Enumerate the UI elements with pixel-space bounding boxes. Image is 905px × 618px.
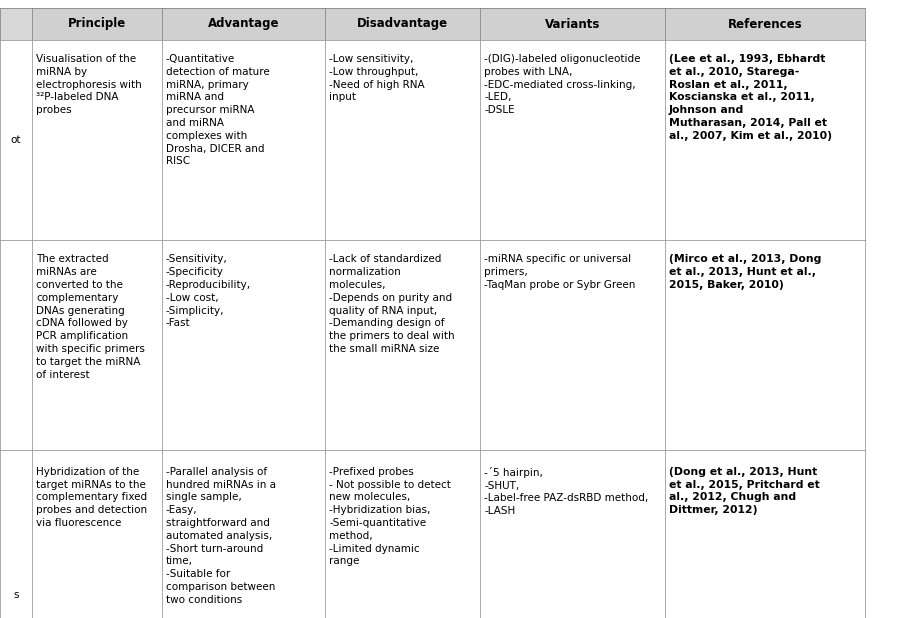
- Text: Visualisation of the
miRNA by
electrophoresis with
³²P-labeled DNA
probes: Visualisation of the miRNA by electropho…: [36, 54, 142, 115]
- Text: -(DIG)-labeled oligonucleotide
probes with LNA,
-EDC-mediated cross-linking,
-LE: -(DIG)-labeled oligonucleotide probes wi…: [484, 54, 641, 115]
- Text: -miRNA specific or universal
primers,
-TaqMan probe or Sybr Green: -miRNA specific or universal primers, -T…: [484, 254, 635, 290]
- Text: -Sensitivity,
-Specificity
-Reproducibility,
-Low cost,
-Simplicity,
-Fast: -Sensitivity, -Specificity -Reproducibil…: [166, 254, 251, 328]
- Text: Hybridization of the
target miRNAs to the
complementary fixed
probes and detecti: Hybridization of the target miRNAs to th…: [36, 467, 148, 528]
- Text: Variants: Variants: [545, 17, 600, 30]
- Text: (Mirco et al., 2013, Dong
et al., 2013, Hunt et al.,
2015, Baker, 2010): (Mirco et al., 2013, Dong et al., 2013, …: [669, 254, 822, 290]
- Text: Principle: Principle: [68, 17, 126, 30]
- Text: Advantage: Advantage: [208, 17, 280, 30]
- Text: -Lack of standardized
normalization
molecules,
-Depends on purity and
quality of: -Lack of standardized normalization mole…: [329, 254, 454, 354]
- Text: -Low sensitivity,
-Low throughput,
-Need of high RNA
input: -Low sensitivity, -Low throughput, -Need…: [329, 54, 424, 103]
- Text: s: s: [14, 590, 19, 600]
- Text: Disadvantage: Disadvantage: [357, 17, 448, 30]
- Text: ot: ot: [11, 135, 21, 145]
- Text: -´5 hairpin,
-SHUT,
-Label-free PAZ-dsRBD method,
-LASH: -´5 hairpin, -SHUT, -Label-free PAZ-dsRB…: [484, 467, 648, 516]
- Text: References: References: [728, 17, 803, 30]
- Text: (Dong et al., 2013, Hunt
et al., 2015, Pritchard et
al., 2012, Chugh and
Dittmer: (Dong et al., 2013, Hunt et al., 2015, P…: [669, 467, 820, 515]
- Text: The extracted
miRNAs are
converted to the
complementary
DNAs generating
cDNA fol: The extracted miRNAs are converted to th…: [36, 254, 145, 379]
- Text: (Lee et al., 1993, Ebhardt
et al., 2010, Starega-
Roslan et al., 2011,
Kosciansk: (Lee et al., 1993, Ebhardt et al., 2010,…: [669, 54, 832, 141]
- Text: -Prefixed probes
- Not possible to detect
new molecules,
-Hybridization bias,
-S: -Prefixed probes - Not possible to detec…: [329, 467, 451, 566]
- Text: -Parallel analysis of
hundred miRNAs in a
single sample,
-Easy,
straightforward : -Parallel analysis of hundred miRNAs in …: [166, 467, 276, 604]
- Text: -Quantitative
detection of mature
miRNA, primary
miRNA and
precursor miRNA
and m: -Quantitative detection of mature miRNA,…: [166, 54, 270, 166]
